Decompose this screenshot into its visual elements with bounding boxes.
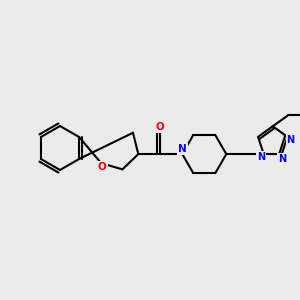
Text: O: O bbox=[156, 122, 165, 132]
Text: N: N bbox=[256, 152, 265, 162]
Text: N: N bbox=[278, 154, 286, 164]
Text: N: N bbox=[286, 135, 295, 145]
Text: N: N bbox=[178, 144, 187, 154]
Text: O: O bbox=[98, 162, 107, 172]
